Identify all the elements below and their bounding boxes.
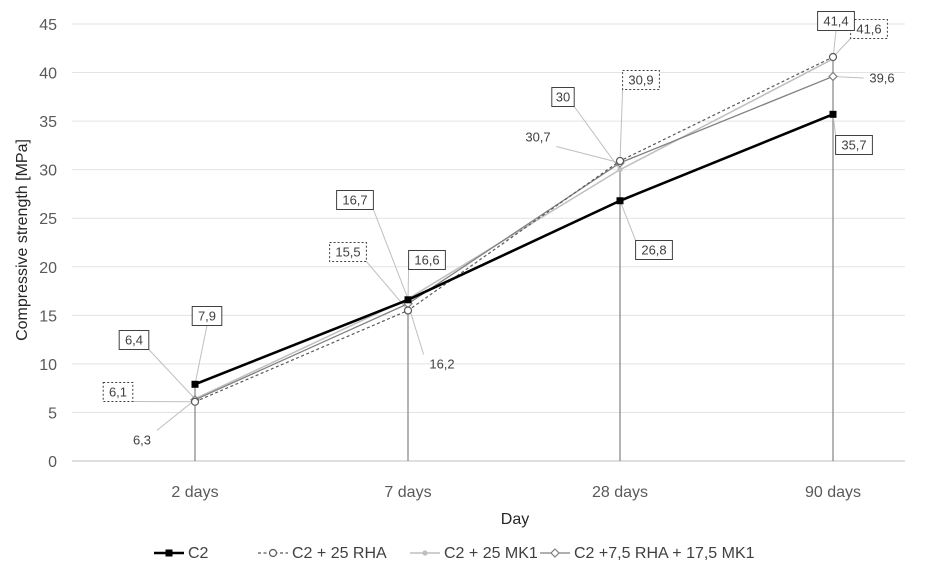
legend: C2 C2 + 25 RHA C2 + 25 MK1 C2 +7,5 RHA + 17… bbox=[154, 545, 755, 562]
series-marker-1 bbox=[405, 307, 412, 314]
data-label: 16,7 bbox=[342, 193, 367, 208]
callout-leader bbox=[556, 147, 620, 163]
data-label: 6,4 bbox=[125, 333, 143, 348]
series-line-0 bbox=[195, 114, 833, 384]
callout-leader bbox=[574, 107, 620, 170]
legend-swatch-marker-1 bbox=[270, 550, 277, 557]
legend-item-label: C2 bbox=[188, 545, 209, 562]
data-label: 7,9 bbox=[198, 309, 216, 324]
y-axis-title: Compressive strength [MPa] bbox=[14, 139, 31, 341]
callout-leader bbox=[149, 350, 195, 399]
y-tick-label: 35 bbox=[39, 114, 57, 131]
data-label: 39,6 bbox=[869, 71, 894, 86]
series-marker-2 bbox=[617, 167, 622, 172]
x-axis-ticks: 2 days 7 days 28 days 90 days bbox=[171, 484, 861, 501]
series-marker-1 bbox=[617, 157, 624, 164]
y-tick-label: 10 bbox=[39, 357, 57, 374]
y-tick-label: 20 bbox=[39, 260, 57, 277]
data-label: 35,7 bbox=[841, 138, 866, 153]
callout-leader bbox=[620, 201, 636, 241]
series-line-3 bbox=[195, 76, 833, 399]
series-marker-0 bbox=[830, 111, 837, 118]
series-marker-3 bbox=[829, 72, 837, 80]
y-tick-label: 5 bbox=[48, 405, 57, 422]
data-label: 41,6 bbox=[856, 22, 881, 37]
series-markers bbox=[191, 54, 837, 406]
x-tick-label: 7 days bbox=[384, 484, 431, 501]
x-axis-title: Day bbox=[501, 511, 529, 528]
series-marker-1 bbox=[192, 398, 199, 405]
drop-lines bbox=[195, 57, 833, 461]
data-label: 6,1 bbox=[109, 385, 127, 400]
callout-leader bbox=[408, 270, 409, 300]
grid bbox=[72, 24, 905, 461]
y-axis-ticks: 0 5 10 15 20 25 30 35 40 45 bbox=[39, 17, 57, 471]
data-label: 15,5 bbox=[335, 245, 360, 260]
callout-leader bbox=[157, 400, 195, 431]
x-tick-label: 28 days bbox=[592, 484, 648, 501]
data-label: 26,8 bbox=[641, 243, 666, 258]
data-label: 30 bbox=[556, 90, 570, 105]
data-labels: 7,9 16,6 26,8 35,7 6,1 15,5 30,9 41,6 6,4 16,7 30 4… bbox=[103, 12, 894, 448]
legend-swatch-marker-0 bbox=[166, 550, 173, 557]
data-label: 16,2 bbox=[429, 357, 454, 372]
callout-leader bbox=[195, 326, 207, 385]
legend-item-label: C2 + 25 MK1 bbox=[444, 545, 538, 562]
series-marker-0 bbox=[192, 381, 199, 388]
data-label: 6,3 bbox=[133, 433, 151, 448]
data-label: 41,4 bbox=[823, 14, 848, 29]
callout-leader bbox=[373, 210, 408, 299]
y-tick-label: 25 bbox=[39, 211, 57, 228]
callout-leaders bbox=[133, 31, 864, 431]
data-label: 30,9 bbox=[628, 73, 653, 88]
series-marker-1 bbox=[830, 54, 837, 61]
series-marker-0 bbox=[617, 197, 624, 204]
series-lines bbox=[195, 57, 833, 402]
legend-swatch-marker-2 bbox=[422, 550, 427, 555]
legend-item-label: C2 +7,5 RHA + 17,5 MK1 bbox=[574, 545, 755, 562]
series-line-2 bbox=[195, 59, 833, 399]
y-tick-label: 15 bbox=[39, 308, 57, 325]
data-label: 16,6 bbox=[414, 253, 439, 268]
data-label: 30,7 bbox=[525, 130, 550, 145]
y-tick-label: 30 bbox=[39, 163, 57, 180]
legend-swatch-marker-3 bbox=[551, 549, 559, 557]
y-tick-label: 40 bbox=[39, 66, 57, 83]
y-tick-label: 45 bbox=[39, 17, 57, 34]
callout-leader bbox=[620, 90, 623, 161]
legend-item-label: C2 + 25 RHA bbox=[292, 545, 387, 562]
x-tick-label: 2 days bbox=[171, 484, 218, 501]
series-marker-0 bbox=[405, 296, 412, 303]
x-tick-label: 90 days bbox=[805, 484, 861, 501]
y-tick-label: 0 bbox=[48, 454, 57, 471]
